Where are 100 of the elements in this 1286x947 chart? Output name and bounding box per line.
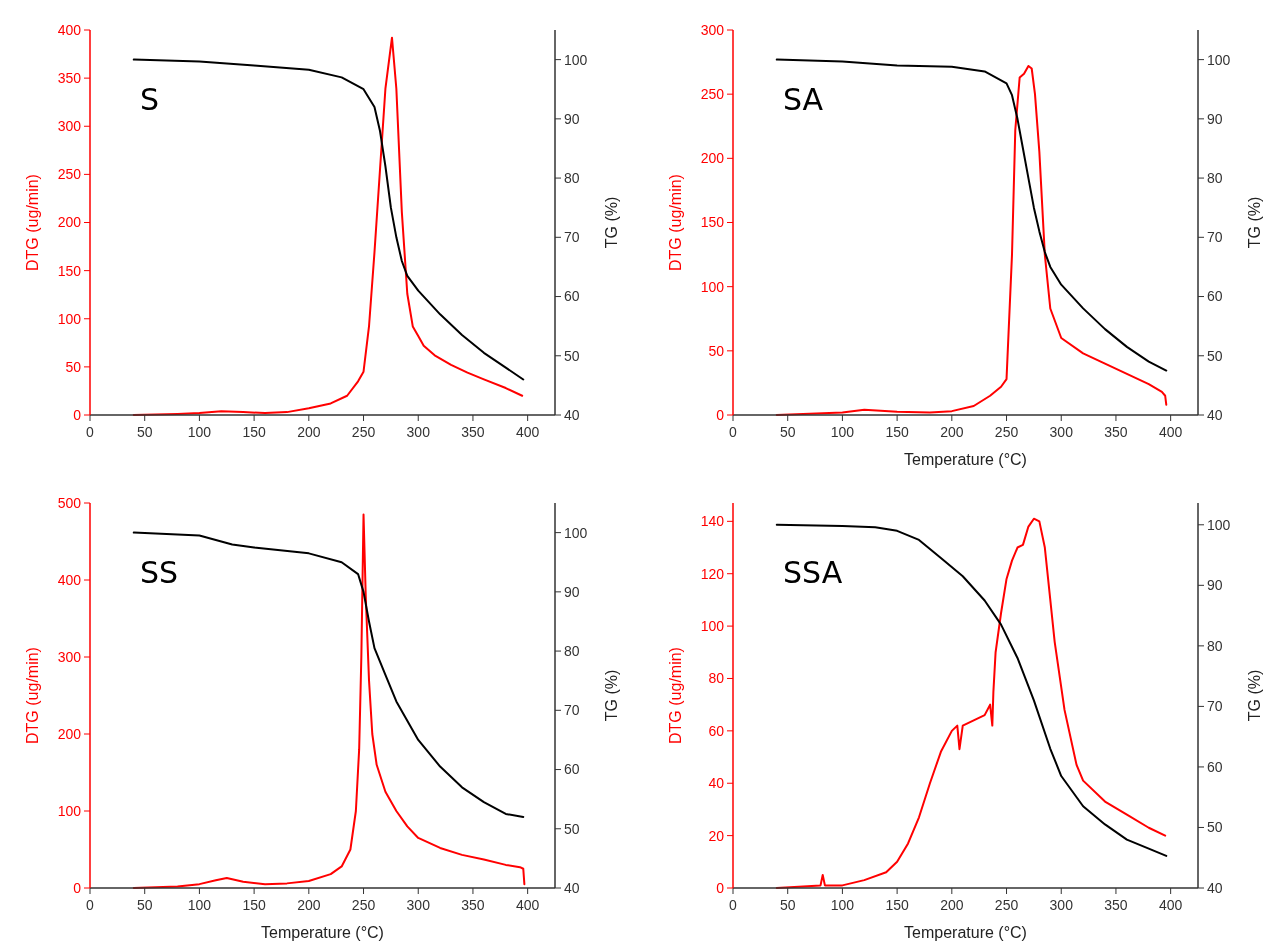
y2-tick-label: 50 <box>564 820 580 837</box>
y2-tick-label: 50 <box>564 347 580 364</box>
x-tick-label: 200 <box>297 897 321 913</box>
y-tick-label: 350 <box>57 70 82 87</box>
x-tick-label: 350 <box>1104 424 1128 440</box>
x-tick-label: 100 <box>187 424 212 440</box>
x-tick-label: 400 <box>1158 424 1183 440</box>
x-axis-title: Temperature (°C) <box>904 451 1027 468</box>
y-tick-label: 100 <box>700 278 725 295</box>
x-tick-label: 400 <box>1158 897 1183 913</box>
y-tick-label: 100 <box>700 618 725 634</box>
x-tick-label: 150 <box>885 424 910 440</box>
y-tick-label: 120 <box>700 565 725 582</box>
y2-tick-label: 40 <box>1207 879 1223 896</box>
line-series <box>132 58 525 381</box>
x-tick-label: 400 <box>515 897 540 913</box>
y2-tick-label: 80 <box>564 642 580 659</box>
x-tick-label: 0 <box>86 424 95 440</box>
y2-tick-label: 40 <box>564 406 580 423</box>
y-tick-label: 200 <box>57 725 82 742</box>
y2-axis-title: TG (%) <box>1246 669 1263 722</box>
x-tick-label: 0 <box>86 897 95 913</box>
x-tick-label: 100 <box>830 897 855 913</box>
y2-tick-label: 70 <box>564 702 580 719</box>
text: SS <box>140 555 179 590</box>
y2-tick-label: 70 <box>1207 229 1223 246</box>
y2-tick-label: 70 <box>1207 698 1223 715</box>
y-tick-label: 200 <box>700 150 725 167</box>
y2-tick-label: 60 <box>1207 288 1223 305</box>
y2-tick-label: 40 <box>564 879 580 896</box>
line-series <box>132 531 525 818</box>
x-tick-label: 100 <box>187 897 212 913</box>
x-tick-label: 250 <box>994 897 1019 913</box>
x-tick-label: 350 <box>461 424 485 440</box>
y-tick-label: 0 <box>716 879 725 896</box>
y2-tick-label: 60 <box>564 288 580 305</box>
y-tick-label: 60 <box>708 722 725 739</box>
y2-tick-label: 90 <box>564 583 580 600</box>
y2-tick-label: 100 <box>1207 516 1231 533</box>
y2-axis-title: TG (%) <box>1246 196 1263 249</box>
y-tick-label: 300 <box>57 118 82 135</box>
x-tick-label: 250 <box>994 424 1019 440</box>
y-tick-label: 150 <box>700 214 725 231</box>
x-tick-label: 100 <box>830 424 855 440</box>
y-tick-label: 0 <box>73 879 82 896</box>
x-tick-label: 0 <box>729 897 738 913</box>
y2-tick-label: 50 <box>1207 819 1223 836</box>
x-tick-label: 250 <box>351 424 376 440</box>
y2-tick-label: 80 <box>1207 169 1223 186</box>
y-tick-label: 0 <box>73 406 82 423</box>
y-tick-label: 400 <box>57 21 82 38</box>
y2-tick-label: 90 <box>1207 110 1223 127</box>
x-tick-label: 50 <box>779 424 796 440</box>
y2-axis-title: TG (%) <box>603 196 620 249</box>
y2-tick-label: 100 <box>564 51 588 68</box>
y2-tick-label: 70 <box>564 229 580 246</box>
x-tick-label: 200 <box>940 424 964 440</box>
x-tick-label: 150 <box>242 424 267 440</box>
x-tick-label: 250 <box>351 897 376 913</box>
text: S <box>140 82 160 117</box>
y2-tick-label: 50 <box>1207 347 1223 364</box>
x-tick-label: 300 <box>406 424 431 440</box>
y2-tick-label: 90 <box>564 110 580 127</box>
x-tick-label: 300 <box>1049 424 1074 440</box>
y-tick-label: 500 <box>57 494 82 511</box>
y-tick-label: 50 <box>65 358 82 375</box>
x-tick-label: 300 <box>406 897 431 913</box>
x-tick-label: 0 <box>729 424 738 440</box>
y-tick-label: 400 <box>57 571 82 588</box>
x-tick-label: 200 <box>940 897 964 913</box>
y2-tick-label: 90 <box>1207 577 1223 594</box>
y-tick-label: 0 <box>716 406 725 423</box>
x-axis-title: Temperature (°C) <box>904 924 1027 941</box>
y-axis-title: DTG (ug/min) <box>24 174 41 271</box>
x-axis-title: Temperature (°C) <box>261 924 384 941</box>
y-tick-label: 250 <box>57 166 82 183</box>
y2-tick-label: 60 <box>564 761 580 778</box>
y2-tick-label: 100 <box>1207 51 1231 68</box>
x-tick-label: 50 <box>136 424 153 440</box>
x-tick-label: 200 <box>297 424 321 440</box>
y-tick-label: 20 <box>708 827 725 844</box>
text: SA <box>783 82 824 117</box>
y-axis-title: DTG (ug/min) <box>667 174 684 271</box>
y-tick-label: 300 <box>57 648 82 665</box>
y-tick-label: 40 <box>708 775 725 792</box>
y2-tick-label: 40 <box>1207 406 1223 423</box>
y-tick-label: 150 <box>57 262 82 279</box>
y-tick-label: 100 <box>57 310 82 327</box>
y-tick-label: 80 <box>708 670 725 687</box>
y2-axis-title: TG (%) <box>603 669 620 722</box>
y-tick-label: 200 <box>57 214 82 231</box>
y-tick-label: 250 <box>700 86 725 103</box>
y-tick-label: 300 <box>700 21 725 38</box>
y-tick-label: 140 <box>700 513 725 530</box>
y-axis-title: DTG (ug/min) <box>667 647 684 744</box>
y-axis-title: DTG (ug/min) <box>24 647 41 744</box>
x-tick-label: 350 <box>1104 897 1128 913</box>
x-tick-label: 300 <box>1049 897 1074 913</box>
y-tick-label: 50 <box>708 342 725 359</box>
y-tick-label: 100 <box>57 802 82 819</box>
